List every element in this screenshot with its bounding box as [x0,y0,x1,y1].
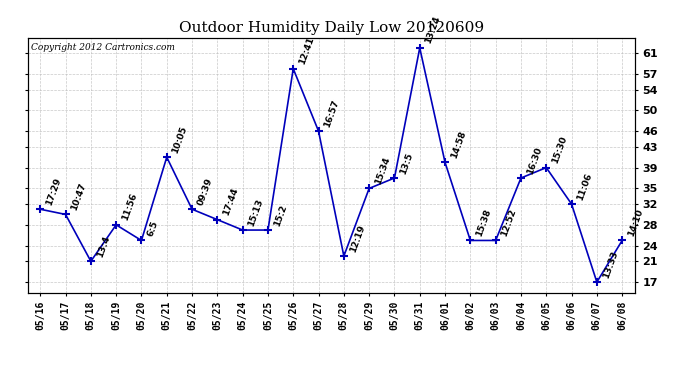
Text: 12:52: 12:52 [500,208,518,238]
Text: 10:47: 10:47 [70,182,88,212]
Text: 13:24: 13:24 [424,15,442,45]
Text: 09:39: 09:39 [196,176,215,207]
Text: 13:5: 13:5 [399,151,415,175]
Text: 11:06: 11:06 [575,171,594,201]
Text: 16:57: 16:57 [323,98,341,128]
Text: 16:30: 16:30 [525,146,543,175]
Text: 11:56: 11:56 [120,192,139,222]
Text: 15:38: 15:38 [475,208,493,238]
Text: 12:19: 12:19 [348,223,366,253]
Text: 6:5: 6:5 [146,219,159,238]
Text: 15:34: 15:34 [373,156,392,186]
Text: 17:44: 17:44 [221,186,240,217]
Text: 13:4: 13:4 [95,234,111,258]
Text: Copyright 2012 Cartronics.com: Copyright 2012 Cartronics.com [30,43,175,52]
Text: 17:29: 17:29 [44,176,63,207]
Text: 12:41: 12:41 [297,36,316,66]
Text: 10:05: 10:05 [171,124,189,154]
Text: 13:33: 13:33 [601,249,619,279]
Text: 15:30: 15:30 [551,135,569,165]
Text: 14:58: 14:58 [449,129,468,160]
Text: 15:13: 15:13 [247,197,265,227]
Text: 15:2: 15:2 [272,203,288,227]
Title: Outdoor Humidity Daily Low 20120609: Outdoor Humidity Daily Low 20120609 [179,21,484,35]
Text: 14:10: 14:10 [627,208,644,238]
